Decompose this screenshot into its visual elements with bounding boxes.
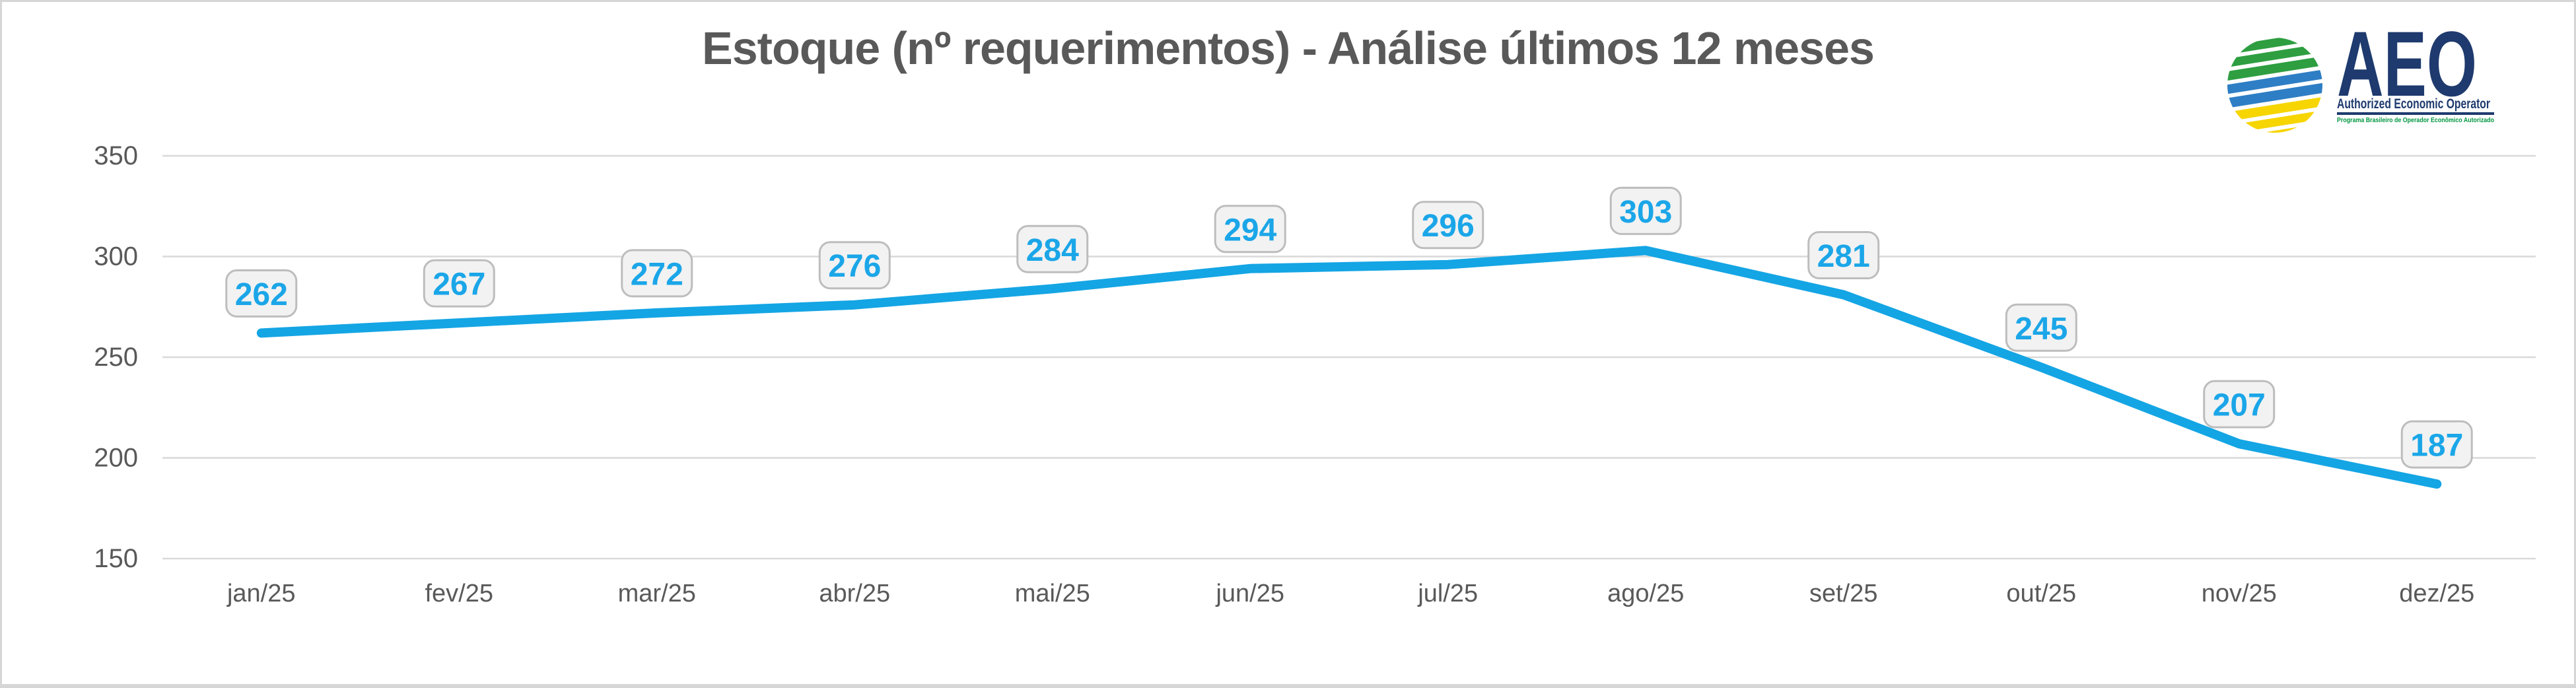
data-label-value: 284 [1026,233,1079,268]
data-label-box [818,241,891,290]
x-axis-label: jul/25 [1417,580,1478,607]
x-axis-label: jun/25 [1215,580,1284,607]
aeo-tagline: Programa Brasileiro de Operador Econômic… [2337,116,2494,124]
x-axis-label: abr/25 [819,580,890,607]
x-axis-label: jan/25 [226,580,296,607]
data-label-box [2203,380,2276,429]
x-axis-label: nov/25 [2202,580,2277,607]
x-axis-label: mai/25 [1015,580,1090,607]
data-label-box [1214,205,1286,254]
aeo-acronym: AEO [2337,14,2477,116]
data-label-value: 272 [631,257,683,292]
series-line [256,246,2442,489]
data-label-value: 296 [1422,209,1475,244]
data-label-box [1609,186,1682,235]
data-label-box [1412,201,1484,250]
aeo-globe-icon [2220,30,2330,136]
data-label-value: 303 [1619,195,1672,230]
data-label-value: 187 [2410,429,2463,464]
data-label-box [2005,303,2077,352]
y-tick-label: 200 [94,444,138,473]
data-label-box [1807,230,1880,279]
data-label-box [225,269,298,318]
y-tick-label: 300 [94,242,138,271]
data-label-value: 262 [235,277,288,312]
data-label-value: 281 [1817,239,1870,274]
data-label-value: 276 [828,249,881,284]
chart-title: Estoque (nº requerimentos) - Análise últ… [702,22,1875,74]
aeo-logo: AEO Authorized Economic Operator Program… [2214,14,2524,136]
data-label-box [621,249,693,298]
y-tick-label: 150 [94,544,138,573]
y-tick-label: 250 [94,343,138,372]
data-label-value: 294 [1224,213,1276,248]
data-label-value: 267 [433,267,485,302]
data-label-value: 207 [2213,388,2266,423]
x-axis-label: mar/25 [618,580,696,607]
x-axis-label: out/25 [2006,580,2076,607]
data-label-value: 245 [2015,312,2068,347]
data-label-box [2400,420,2473,469]
x-axis-label: dez/25 [2399,580,2474,607]
x-axis-label: fev/25 [425,580,493,607]
data-label-box [1016,224,1089,273]
data-label-box [423,259,495,308]
aeo-subtitle: Authorized Economic Operator [2337,96,2490,112]
x-axis-label: ago/25 [1607,580,1684,607]
x-axis-label: set/25 [1809,580,1878,607]
y-tick-label: 350 [94,141,138,170]
aeo-divider [2337,112,2494,115]
